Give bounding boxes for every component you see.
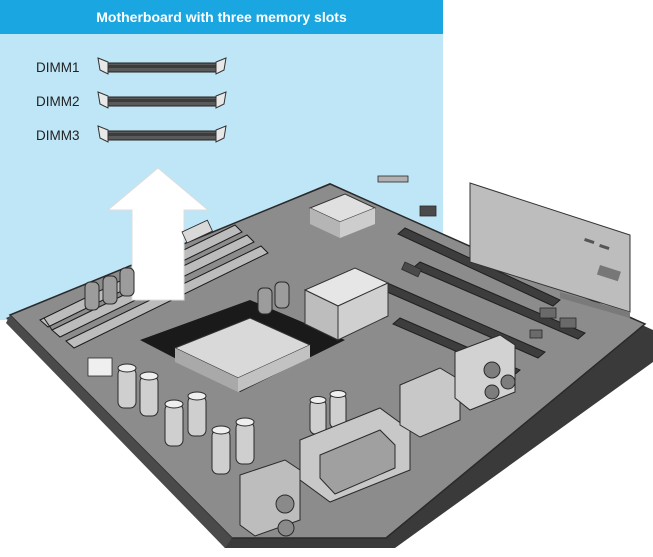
- board-components: [87, 175, 577, 377]
- capacitors: [84, 267, 347, 475]
- dimm1-slot-illustration: [97, 57, 227, 75]
- diagram-title: Motherboard with three memory slots: [0, 0, 443, 34]
- dimm3-label: DIMM3: [36, 128, 80, 143]
- direction-arrow: [106, 167, 210, 301]
- expansion-card: [469, 182, 631, 318]
- dimm3-slot-illustration: [97, 125, 227, 143]
- dimm2-label: DIMM2: [36, 94, 80, 109]
- chipset-heatsink: [303, 193, 390, 341]
- rear-io-ports: [239, 334, 516, 537]
- dimm2-slot-illustration: [97, 91, 227, 109]
- dimm1-label: DIMM1: [36, 60, 80, 75]
- cpu-socket: [140, 300, 345, 392]
